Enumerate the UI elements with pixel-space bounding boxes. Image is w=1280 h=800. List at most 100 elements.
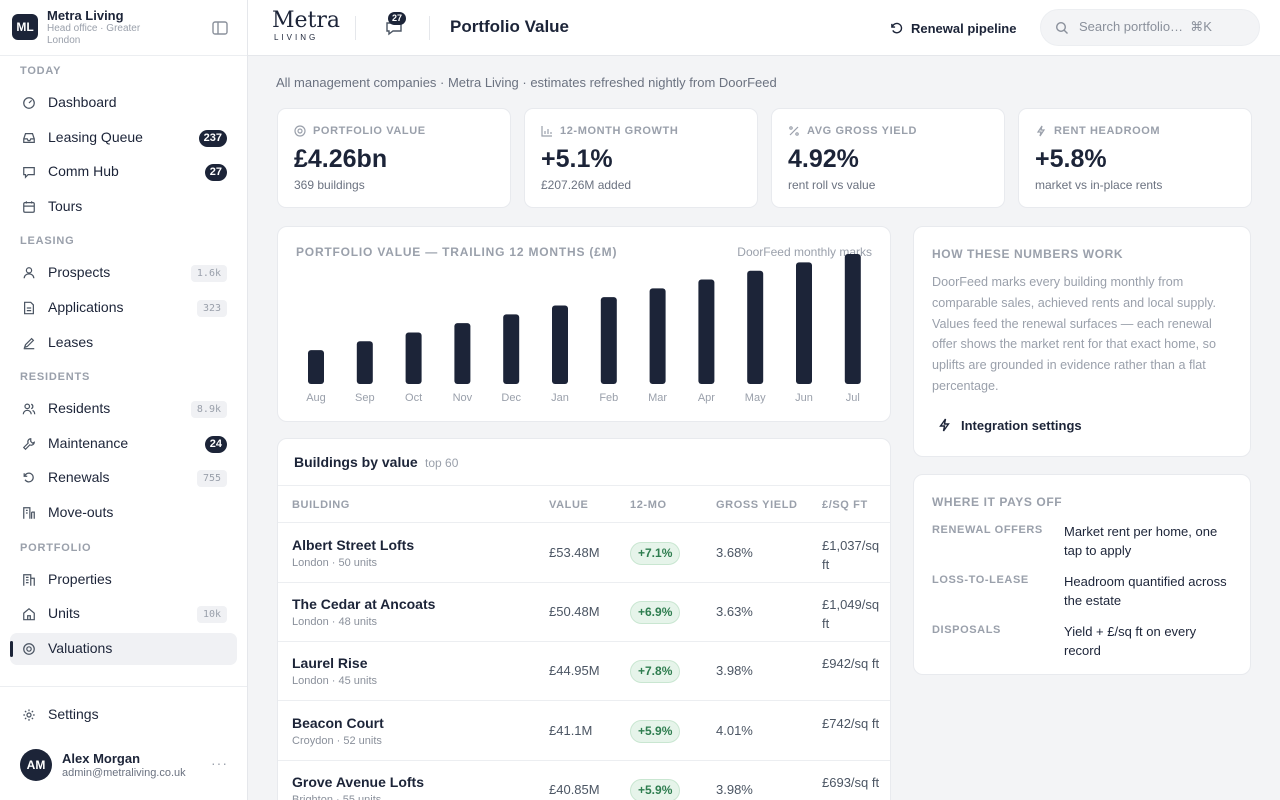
integration-settings-button[interactable]: Integration settings: [938, 413, 1082, 437]
payoff-value: Yield + £/sq ft on every record: [1064, 624, 1197, 658]
building-value: £41.1M: [549, 722, 593, 738]
chart-bar-apr[interactable]: [698, 279, 715, 384]
org-header[interactable]: ML Metra Living Head office · Greater Lo…: [0, 0, 247, 56]
price-per-sqft: £742/sq ft: [822, 715, 880, 731]
sidebar-item-label: Leasing Queue: [48, 128, 143, 145]
sidebar-item-maintenance[interactable]: Maintenance 24: [10, 428, 237, 460]
chart-note: DoorFeed monthly marks: [737, 245, 872, 259]
chat-icon: [23, 167, 35, 179]
sidebar-item-prospects[interactable]: Prospects 1.6k: [10, 257, 237, 289]
kpi-label: PORTFOLIO VALUE: [313, 125, 426, 137]
page-subtitle: All management companies · Metra Living …: [276, 75, 777, 90]
sidebar-item-valuations[interactable]: Valuations: [10, 632, 237, 665]
column-header-gross-yield[interactable]: GROSS YIELD: [716, 499, 798, 511]
table-row[interactable]: Albert Street Lofts London · 50 units £53.…: [278, 524, 890, 583]
table-row[interactable]: The Cedar at Ancoats London · 48 units £50…: [278, 583, 890, 643]
building-name: The Cedar at Ancoats: [292, 596, 436, 613]
search-box[interactable]: [1040, 9, 1260, 46]
payoff-title: WHERE IT PAYS OFF: [932, 495, 1063, 509]
chart-x-tick-label: Jul: [846, 392, 860, 404]
sidebar-item-applications[interactable]: Applications 323: [10, 292, 237, 324]
sidebar-item-move-outs[interactable]: Move-outs: [10, 497, 237, 529]
info-title: HOW THESE NUMBERS WORK: [932, 247, 1124, 261]
kpi-header: 12-MONTH GROWTH: [541, 125, 678, 137]
sidebar-item-label: Dashboard: [48, 94, 117, 110]
price-per-sqft: £1,037/sq ft: [822, 538, 880, 572]
chart-bar-sep[interactable]: [356, 341, 373, 384]
table-row[interactable]: Grove Avenue Lofts Brighton · 55 units £40…: [278, 761, 890, 800]
column-header-building[interactable]: BUILDING: [292, 499, 350, 511]
nav-section-label: RESIDENTS: [20, 371, 91, 384]
sidebar-item-leases[interactable]: Leases: [10, 327, 237, 359]
search-input[interactable]: [1079, 19, 1249, 34]
sidebar-item-renewals[interactable]: Renewals 755: [10, 462, 237, 494]
kpi-subtext: market vs in-place rents: [1035, 178, 1163, 192]
gross-yield: 4.01%: [716, 722, 753, 738]
chart-bar-jan[interactable]: [552, 305, 568, 384]
sidebar-item-badge: 1.6k: [190, 265, 227, 283]
sidebar-item-leasing-queue[interactable]: Leasing Queue 237: [10, 122, 237, 154]
kpi-subtext: rent roll vs value: [788, 178, 876, 192]
payoff-value: Headroom quantified across the estate: [1064, 574, 1227, 608]
building-value: £50.48M: [549, 604, 600, 620]
column-header-value[interactable]: VALUE: [549, 499, 589, 511]
renewal-pipeline-button[interactable]: Renewal pipeline: [880, 14, 1026, 42]
kpi-value: 4.92%: [788, 145, 859, 173]
sidebar-toggle-icon[interactable]: [211, 19, 229, 37]
table-row[interactable]: Beacon Court Croydon · 52 units £41.1M +5.9…: [278, 702, 890, 761]
sidebar-item-label: Leases: [48, 333, 94, 350]
chart-bar-aug[interactable]: [308, 350, 324, 384]
sidebar-item-label: Units: [48, 605, 80, 622]
sidebar-item-dashboard[interactable]: Dashboard: [10, 87, 237, 119]
kpi-label: RENT HEADROOM: [1054, 125, 1161, 137]
chart-x-tick-label: Mar: [648, 392, 667, 404]
sidebar-item-residents[interactable]: Residents 8.9k: [10, 393, 237, 425]
chart-x-tick-label: Sep: [355, 392, 375, 404]
kpi-header: RENT HEADROOM: [1035, 125, 1160, 137]
building-location: London · 48 units: [292, 616, 378, 629]
user-menu-button[interactable]: ···: [211, 755, 228, 771]
sidebar-item-comm-hub[interactable]: Comm Hub 27: [10, 156, 237, 188]
kpi-subtext: 369 buildings: [294, 178, 365, 192]
refresh-icon: [891, 22, 903, 33]
table-row[interactable]: Laurel Rise London · 45 units £44.95M +7.8%…: [278, 642, 890, 702]
gross-yield: 3.98%: [716, 781, 753, 797]
column-header-price-per-sqft[interactable]: £/SQ FT: [822, 499, 868, 511]
growth-badge: +5.9%: [630, 719, 681, 743]
chart-bar-jul[interactable]: [844, 254, 861, 384]
sidebar-item-settings[interactable]: Settings: [10, 699, 237, 731]
column-header-12-mo[interactable]: 12-MO: [630, 499, 667, 511]
dashboard-icon: [23, 97, 35, 109]
chart-bar-dec[interactable]: [503, 314, 520, 384]
chart-bar-feb[interactable]: [600, 297, 617, 384]
brand-logo[interactable]: Metra LIVING: [272, 9, 340, 43]
sidebar-item-badge: 8.9k: [190, 401, 227, 419]
chart-bar-jun[interactable]: [796, 262, 812, 384]
chart-bar-may[interactable]: [747, 270, 764, 384]
sidebar-item-tours[interactable]: Tours: [10, 191, 237, 223]
sidebar-item-units[interactable]: Units 10k: [10, 598, 237, 630]
chart-bar-oct[interactable]: [405, 332, 422, 384]
chart-bar-nov[interactable]: [454, 323, 471, 384]
sidebar-item-badge: 755: [196, 470, 227, 488]
sidebar-item-properties[interactable]: Properties: [10, 564, 237, 596]
sidebar-item-label: Applications: [48, 299, 124, 315]
building-exit-icon: [23, 507, 35, 519]
target-icon: [294, 125, 306, 137]
building-value: £44.95M: [549, 663, 600, 679]
buildings-table-card: Buildings by value top 60 BUILDING VALUE…: [277, 438, 891, 800]
org-logo: ML: [12, 14, 38, 40]
building-location: London · 45 units: [292, 675, 378, 688]
wrench-icon: [22, 437, 35, 450]
chart-x-tick-label: Apr: [698, 392, 715, 404]
table-title: Buildings by value: [294, 454, 418, 470]
kpi-value: £4.26bn: [294, 145, 388, 173]
avatar[interactable]: AM: [20, 749, 52, 781]
sidebar-item-badge: 24: [204, 435, 227, 453]
building-name: Beacon Court: [292, 714, 384, 731]
home-icon: [23, 608, 35, 621]
sidebar-item-label: Move-outs: [48, 504, 114, 520]
sidebar-footer: Settings AM Alex Morgan admin@metralivin…: [0, 686, 247, 800]
chart-bar-mar[interactable]: [649, 288, 666, 384]
sidebar-item-badge: 323: [196, 300, 227, 317]
